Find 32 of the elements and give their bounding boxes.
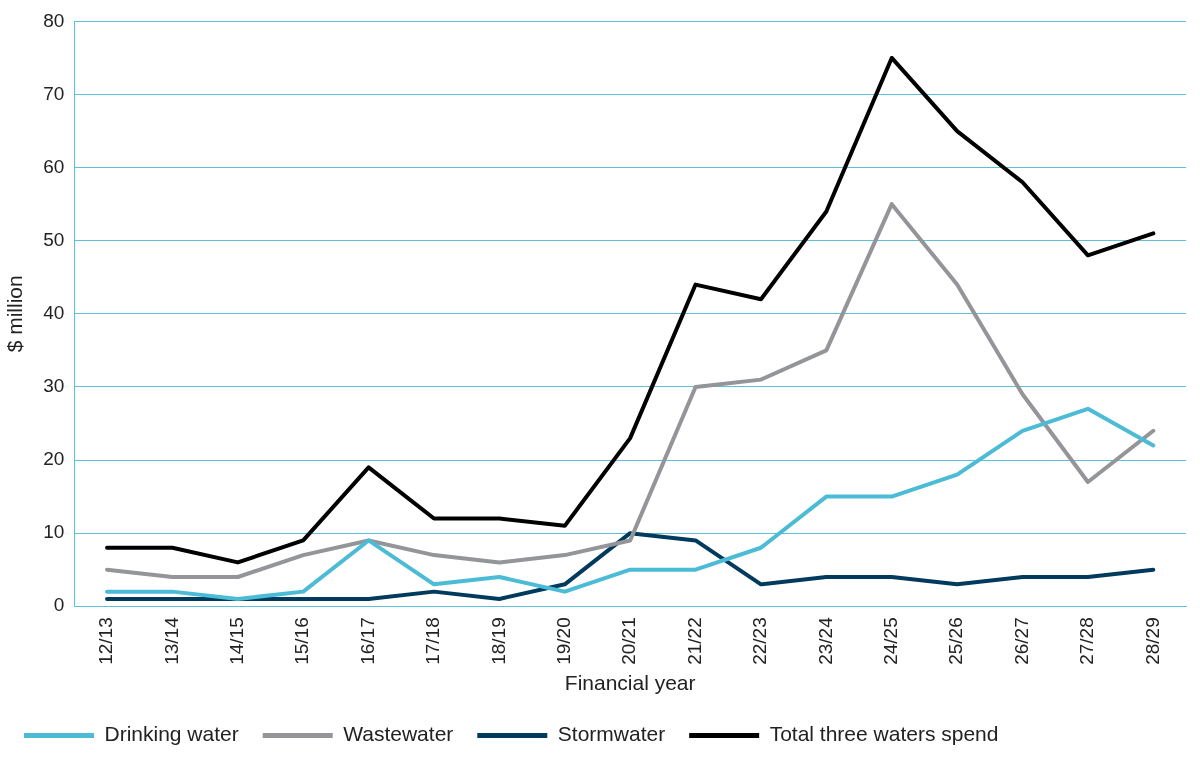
y-tick-label: 60	[43, 155, 65, 177]
x-tick-label: 25/26	[945, 617, 967, 665]
y-tick-label: 80	[43, 9, 65, 31]
legend-label: Wastewater	[343, 722, 454, 746]
y-tick-label: 40	[43, 302, 65, 324]
x-tick-label: 13/14	[160, 616, 182, 665]
y-axis-title: $ million	[3, 275, 27, 353]
x-tick-label: 28/29	[1141, 617, 1163, 665]
x-tick-label: 26/27	[1010, 617, 1032, 665]
legend-label: Drinking water	[104, 722, 239, 746]
x-tick-label: 22/23	[749, 617, 771, 665]
x-tick-label: 14/15	[226, 617, 248, 665]
y-tick-label: 30	[43, 375, 65, 397]
x-tick-label: 16/17	[356, 617, 378, 665]
y-tick-label: 20	[43, 448, 65, 470]
legend-label: Total three waters spend	[769, 722, 999, 746]
legend-label: Stormwater	[557, 722, 666, 746]
y-tick-label: 70	[43, 82, 65, 104]
x-tick-label: 12/13	[95, 617, 117, 665]
x-axis-title: Financial year	[564, 671, 696, 695]
x-tick-label: 27/28	[1076, 617, 1098, 665]
x-tick-label: 17/18	[422, 617, 444, 665]
x-tick-label: 19/20	[553, 617, 575, 665]
x-tick-label: 18/19	[487, 617, 509, 665]
x-tick-label: 24/25	[879, 617, 901, 665]
x-tick-label: 21/22	[683, 617, 705, 665]
x-tick-label: 15/16	[291, 617, 313, 665]
y-tick-label: 10	[43, 521, 65, 543]
y-tick-label: 0	[53, 594, 65, 616]
x-tick-label: 23/24	[814, 616, 836, 665]
y-tick-label: 50	[43, 228, 65, 250]
x-tick-label: 20/21	[618, 617, 640, 665]
